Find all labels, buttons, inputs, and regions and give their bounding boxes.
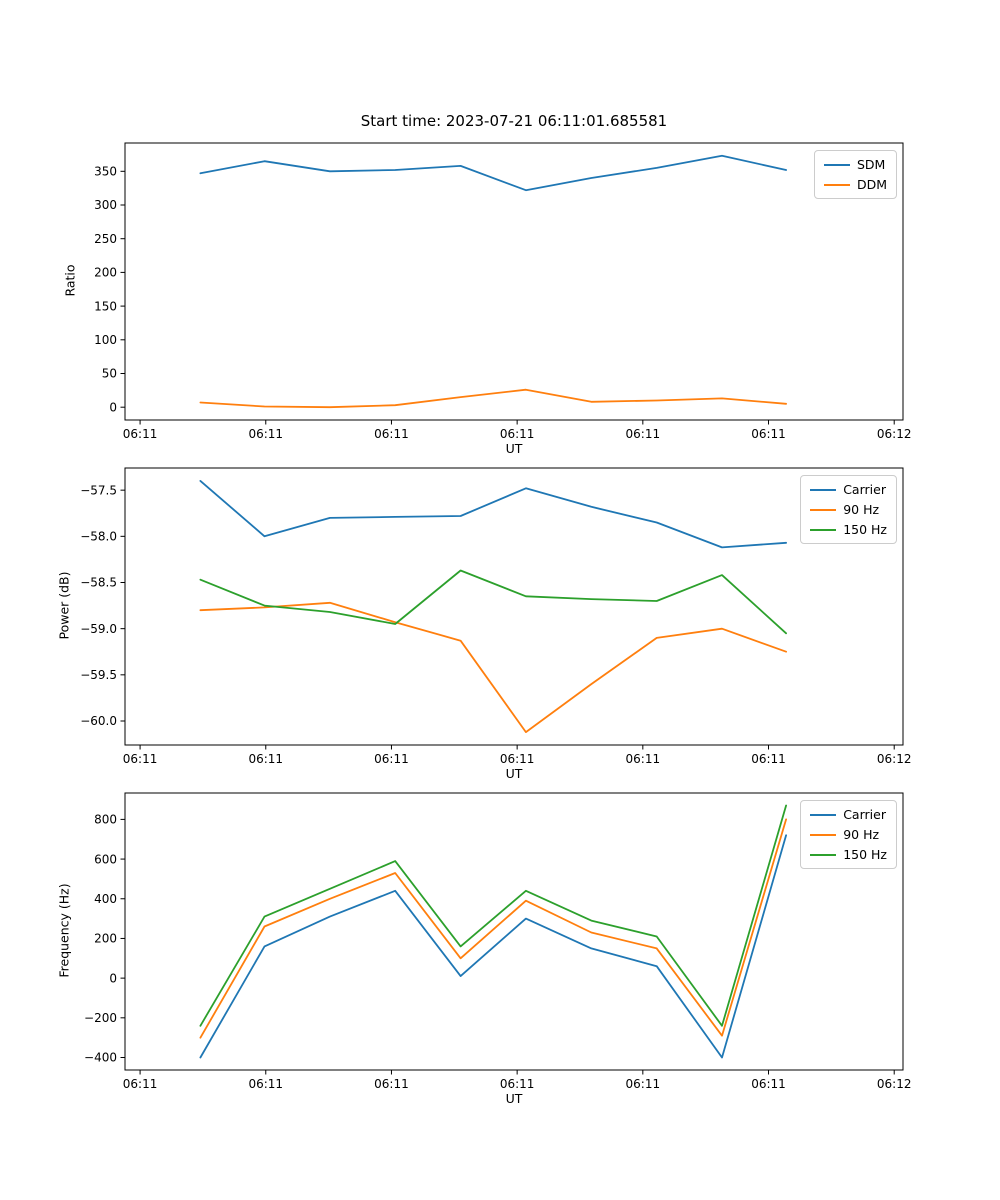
frequency-y-tick-label: 800 bbox=[94, 813, 117, 827]
frequency-y-tick-label: −400 bbox=[84, 1051, 117, 1065]
legend-label-150hz: 150 Hz bbox=[843, 847, 887, 862]
frequency-y-tick-label: 200 bbox=[94, 932, 117, 946]
legend-label-90hz: 90 Hz bbox=[843, 502, 880, 517]
legend-item-90hz: 90 Hz bbox=[810, 827, 887, 842]
legend-frequency-chart: Carrier 90 Hz 150 Hz bbox=[800, 800, 897, 869]
frequency-x-tick-label: 06:11 bbox=[751, 1077, 786, 1091]
ratio-y-tick-label: 250 bbox=[94, 232, 117, 246]
power-x-tick-label: 06:11 bbox=[751, 752, 786, 766]
ratio-y-tick-label: 350 bbox=[94, 165, 117, 179]
legend-item-sdm: SDM bbox=[823, 157, 887, 172]
power-y-tick-label: −59.0 bbox=[80, 622, 117, 636]
x-axis-label-ut-bottom: UT bbox=[505, 1091, 523, 1106]
ratio-x-tick-label: 06:11 bbox=[123, 427, 158, 441]
ratio-y-tick-label: 50 bbox=[102, 367, 117, 381]
legend-label-90hz: 90 Hz bbox=[843, 827, 880, 842]
ratio-x-tick-label: 06:11 bbox=[500, 427, 535, 441]
legend-item-150hz: 150 Hz bbox=[810, 522, 887, 537]
150hz-line-swatch bbox=[810, 528, 837, 531]
frequency-line-150-hz bbox=[199, 804, 787, 1027]
legend-item-carrier: Carrier bbox=[810, 807, 887, 822]
150hz-line-swatch bbox=[810, 853, 837, 856]
ratio-y-tick-label: 200 bbox=[94, 266, 117, 280]
ratio-y-tick-label: 150 bbox=[94, 299, 117, 313]
90hz-line-swatch bbox=[810, 833, 837, 836]
frequency-x-tick-label: 06:12 bbox=[877, 1077, 912, 1091]
frequency-x-tick-label: 06:11 bbox=[500, 1077, 535, 1091]
ratio-y-tick-label: 300 bbox=[94, 198, 117, 212]
power-y-tick-label: −58.5 bbox=[80, 576, 117, 590]
power-x-tick-label: 06:11 bbox=[626, 752, 661, 766]
ratio-y-tick-label: 0 bbox=[109, 400, 117, 414]
y-axis-label-power: Power (dB) bbox=[56, 571, 72, 640]
frequency-y-tick-label: 600 bbox=[94, 852, 117, 866]
power-y-tick-label: −59.5 bbox=[80, 668, 117, 682]
frequency-x-tick-label: 06:11 bbox=[248, 1077, 283, 1091]
legend-item-ddm: DDM bbox=[823, 177, 887, 192]
power-line-150-hz bbox=[199, 569, 787, 635]
ratio-line-sdm bbox=[199, 154, 787, 192]
carrier-line-swatch bbox=[810, 488, 837, 491]
x-axis-label-ut-top: UT bbox=[505, 441, 523, 456]
power-x-tick-label: 06:11 bbox=[248, 752, 283, 766]
power-line-carrier bbox=[199, 479, 787, 549]
ratio-y-tick-label: 100 bbox=[94, 333, 117, 347]
power-line-90-hz bbox=[199, 601, 787, 733]
carrier-line-swatch bbox=[810, 813, 837, 816]
ratio-x-tick-label: 06:11 bbox=[248, 427, 283, 441]
ratio-x-tick-label: 06:11 bbox=[751, 427, 786, 441]
power-y-tick-label: −58.0 bbox=[80, 530, 117, 544]
power-x-tick-label: 06:12 bbox=[877, 752, 912, 766]
frequency-line-90-hz bbox=[199, 818, 787, 1039]
x-axis-label-ut-middle: UT bbox=[505, 766, 523, 781]
frequency-x-tick-label: 06:11 bbox=[123, 1077, 158, 1091]
power-y-tick-label: −57.5 bbox=[80, 483, 117, 497]
ratio-x-tick-label: 06:11 bbox=[626, 427, 661, 441]
power-x-tick-label: 06:11 bbox=[374, 752, 409, 766]
power-y-tick-label: −60.0 bbox=[80, 714, 117, 728]
legend-ratio-chart: SDM DDM bbox=[813, 150, 897, 199]
legend-item-carrier: Carrier bbox=[810, 482, 887, 497]
ratio-x-tick-label: 06:11 bbox=[374, 427, 409, 441]
ratio-x-tick-label: 06:12 bbox=[877, 427, 912, 441]
legend-label-carrier: Carrier bbox=[843, 807, 886, 822]
legend-label-carrier: Carrier bbox=[843, 482, 886, 497]
legend-label-sdm: SDM bbox=[856, 157, 886, 172]
ratio-line-ddm bbox=[199, 388, 787, 409]
ddm-line-swatch bbox=[823, 183, 850, 186]
frequency-x-tick-label: 06:11 bbox=[626, 1077, 661, 1091]
legend-power-chart: Carrier 90 Hz 150 Hz bbox=[800, 475, 897, 544]
figure-title: Start time: 2023-07-21 06:11:01.685581 bbox=[360, 112, 668, 130]
legend-label-ddm: DDM bbox=[856, 177, 887, 192]
ratio-axes-frame bbox=[124, 142, 904, 421]
frequency-axes-frame bbox=[124, 792, 904, 1071]
power-x-tick-label: 06:11 bbox=[500, 752, 535, 766]
frequency-y-tick-label: 0 bbox=[109, 971, 117, 985]
legend-item-150hz: 150 Hz bbox=[810, 847, 887, 862]
frequency-y-tick-label: −200 bbox=[84, 1011, 117, 1025]
y-axis-label-frequency: Frequency (Hz) bbox=[56, 883, 72, 978]
power-axes-frame bbox=[124, 467, 904, 746]
legend-item-90hz: 90 Hz bbox=[810, 502, 887, 517]
y-axis-label-ratio: Ratio bbox=[62, 264, 78, 297]
frequency-y-tick-label: 400 bbox=[94, 892, 117, 906]
frequency-line-carrier bbox=[199, 834, 787, 1059]
frequency-x-tick-label: 06:11 bbox=[374, 1077, 409, 1091]
sdm-line-swatch bbox=[823, 163, 850, 166]
90hz-line-swatch bbox=[810, 508, 837, 511]
power-x-tick-label: 06:11 bbox=[123, 752, 158, 766]
legend-label-150hz: 150 Hz bbox=[843, 522, 887, 537]
